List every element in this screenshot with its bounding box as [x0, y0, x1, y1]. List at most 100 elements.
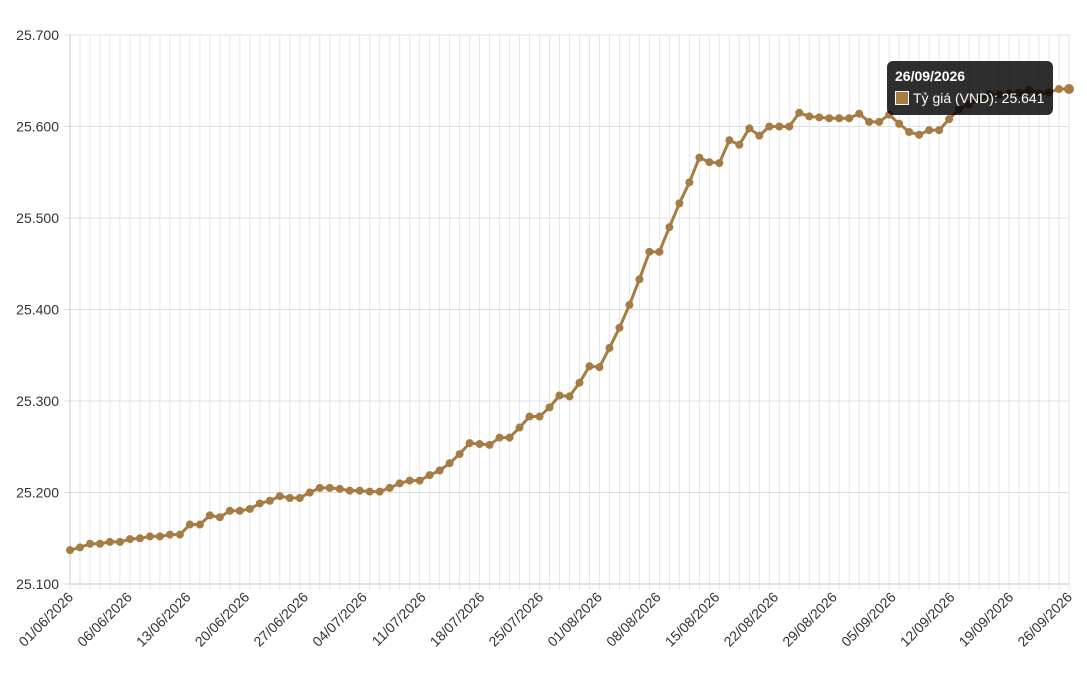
data-point[interactable]	[735, 140, 744, 149]
data-point[interactable]	[865, 117, 874, 126]
highlighted-data-point[interactable]	[1064, 83, 1074, 94]
data-point[interactable]	[405, 476, 414, 485]
data-point[interactable]	[415, 476, 424, 485]
tooltip-label: Tỷ giá (VND): 25.641	[913, 89, 1045, 106]
data-point[interactable]	[265, 496, 274, 505]
data-point[interactable]	[205, 511, 214, 520]
data-point[interactable]	[195, 520, 204, 529]
data-point[interactable]	[66, 546, 74, 555]
data-point[interactable]	[345, 486, 354, 495]
data-point[interactable]	[935, 126, 944, 135]
data-point[interactable]	[505, 433, 514, 442]
data-point[interactable]	[125, 535, 134, 544]
y-tick-label: 25.700	[16, 27, 59, 43]
data-point[interactable]	[445, 459, 454, 468]
data-point[interactable]	[755, 131, 764, 140]
data-point[interactable]	[165, 530, 174, 539]
x-tick-label: 15/08/2026	[662, 589, 723, 650]
data-point[interactable]	[635, 275, 644, 284]
data-point[interactable]	[685, 178, 694, 187]
data-point[interactable]	[395, 479, 404, 488]
data-point[interactable]	[315, 483, 324, 492]
axes	[69, 35, 1069, 585]
data-point[interactable]	[675, 199, 684, 208]
data-point[interactable]	[135, 534, 144, 543]
data-point[interactable]	[355, 486, 364, 495]
data-point[interactable]	[555, 391, 564, 400]
data-point[interactable]	[105, 537, 114, 546]
data-point[interactable]	[625, 300, 634, 309]
data-point[interactable]	[535, 412, 544, 421]
data-point[interactable]	[825, 114, 834, 123]
data-point[interactable]	[545, 403, 554, 412]
data-point[interactable]	[775, 122, 784, 131]
data-point[interactable]	[565, 392, 574, 401]
data-point[interactable]	[745, 124, 754, 133]
data-point[interactable]	[785, 122, 794, 131]
data-point[interactable]	[225, 506, 234, 515]
data-point[interactable]	[615, 323, 624, 332]
data-point[interactable]	[275, 492, 284, 501]
data-point[interactable]	[295, 493, 304, 502]
data-point[interactable]	[815, 113, 824, 122]
data-point[interactable]	[235, 506, 244, 515]
x-tick-label: 01/08/2026	[544, 589, 605, 650]
series-points-layer[interactable]	[66, 83, 1074, 555]
data-point[interactable]	[695, 153, 704, 162]
data-point[interactable]	[715, 159, 724, 168]
data-point[interactable]	[115, 537, 124, 546]
data-point[interactable]	[585, 362, 594, 371]
data-point[interactable]	[525, 412, 534, 421]
data-point[interactable]	[595, 363, 604, 372]
data-point[interactable]	[915, 130, 924, 139]
data-point[interactable]	[765, 122, 774, 131]
data-point[interactable]	[705, 158, 714, 167]
data-point[interactable]	[845, 114, 854, 123]
data-point[interactable]	[95, 539, 104, 548]
data-point[interactable]	[515, 423, 524, 432]
data-point[interactable]	[895, 119, 904, 128]
data-point[interactable]	[375, 487, 384, 496]
data-point[interactable]	[85, 539, 94, 548]
data-point[interactable]	[385, 483, 394, 492]
data-point[interactable]	[575, 378, 584, 387]
data-point[interactable]	[255, 499, 264, 508]
data-point[interactable]	[855, 109, 864, 118]
data-point[interactable]	[945, 115, 954, 124]
data-point[interactable]	[725, 136, 734, 145]
y-tick-label: 25.600	[16, 119, 59, 135]
data-point[interactable]	[605, 343, 614, 352]
data-point[interactable]	[145, 532, 154, 541]
data-point[interactable]	[795, 108, 804, 117]
data-point[interactable]	[1055, 84, 1064, 93]
data-point[interactable]	[925, 126, 934, 135]
data-point[interactable]	[425, 471, 434, 480]
data-point[interactable]	[365, 487, 374, 496]
data-point[interactable]	[655, 247, 664, 256]
data-point[interactable]	[325, 483, 334, 492]
data-point[interactable]	[905, 127, 914, 136]
data-point[interactable]	[335, 484, 344, 493]
data-point[interactable]	[75, 543, 84, 552]
data-point[interactable]	[665, 223, 674, 232]
data-point[interactable]	[185, 520, 194, 529]
x-tick-label: 22/08/2026	[720, 589, 781, 650]
data-point[interactable]	[305, 488, 314, 497]
data-point[interactable]	[245, 504, 254, 513]
x-tick-label: 18/07/2026	[427, 589, 488, 650]
data-point[interactable]	[215, 513, 224, 522]
data-point[interactable]	[465, 439, 474, 448]
data-point[interactable]	[155, 532, 164, 541]
data-point[interactable]	[285, 493, 294, 502]
data-point[interactable]	[835, 114, 844, 123]
x-tick-label: 27/06/2026	[250, 589, 311, 650]
data-point[interactable]	[645, 247, 654, 256]
data-point[interactable]	[175, 530, 184, 539]
data-point[interactable]	[455, 450, 464, 459]
data-point[interactable]	[495, 433, 504, 442]
data-point[interactable]	[805, 112, 814, 121]
data-point[interactable]	[475, 440, 484, 449]
data-point[interactable]	[485, 440, 494, 449]
data-point[interactable]	[435, 466, 444, 475]
data-point[interactable]	[875, 117, 884, 126]
